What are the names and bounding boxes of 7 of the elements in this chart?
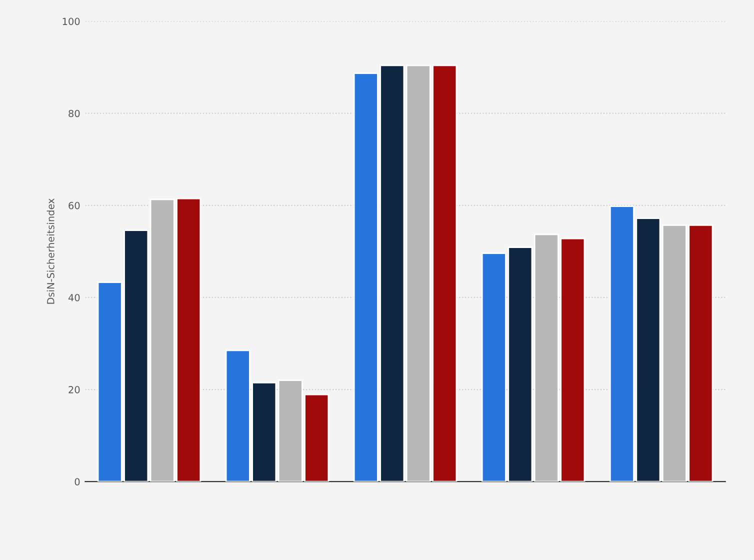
y-tick-label: 40 (68, 294, 80, 302)
y-tick-label: 60 (68, 202, 80, 210)
y-tick-label: 100 (62, 18, 80, 26)
y-axis-title: DsiN-Sicherheitsindex (46, 198, 54, 304)
y-tick-label: 0 (74, 478, 80, 486)
y-tick-label: 80 (68, 110, 80, 118)
y-tick-label: 20 (68, 386, 80, 394)
